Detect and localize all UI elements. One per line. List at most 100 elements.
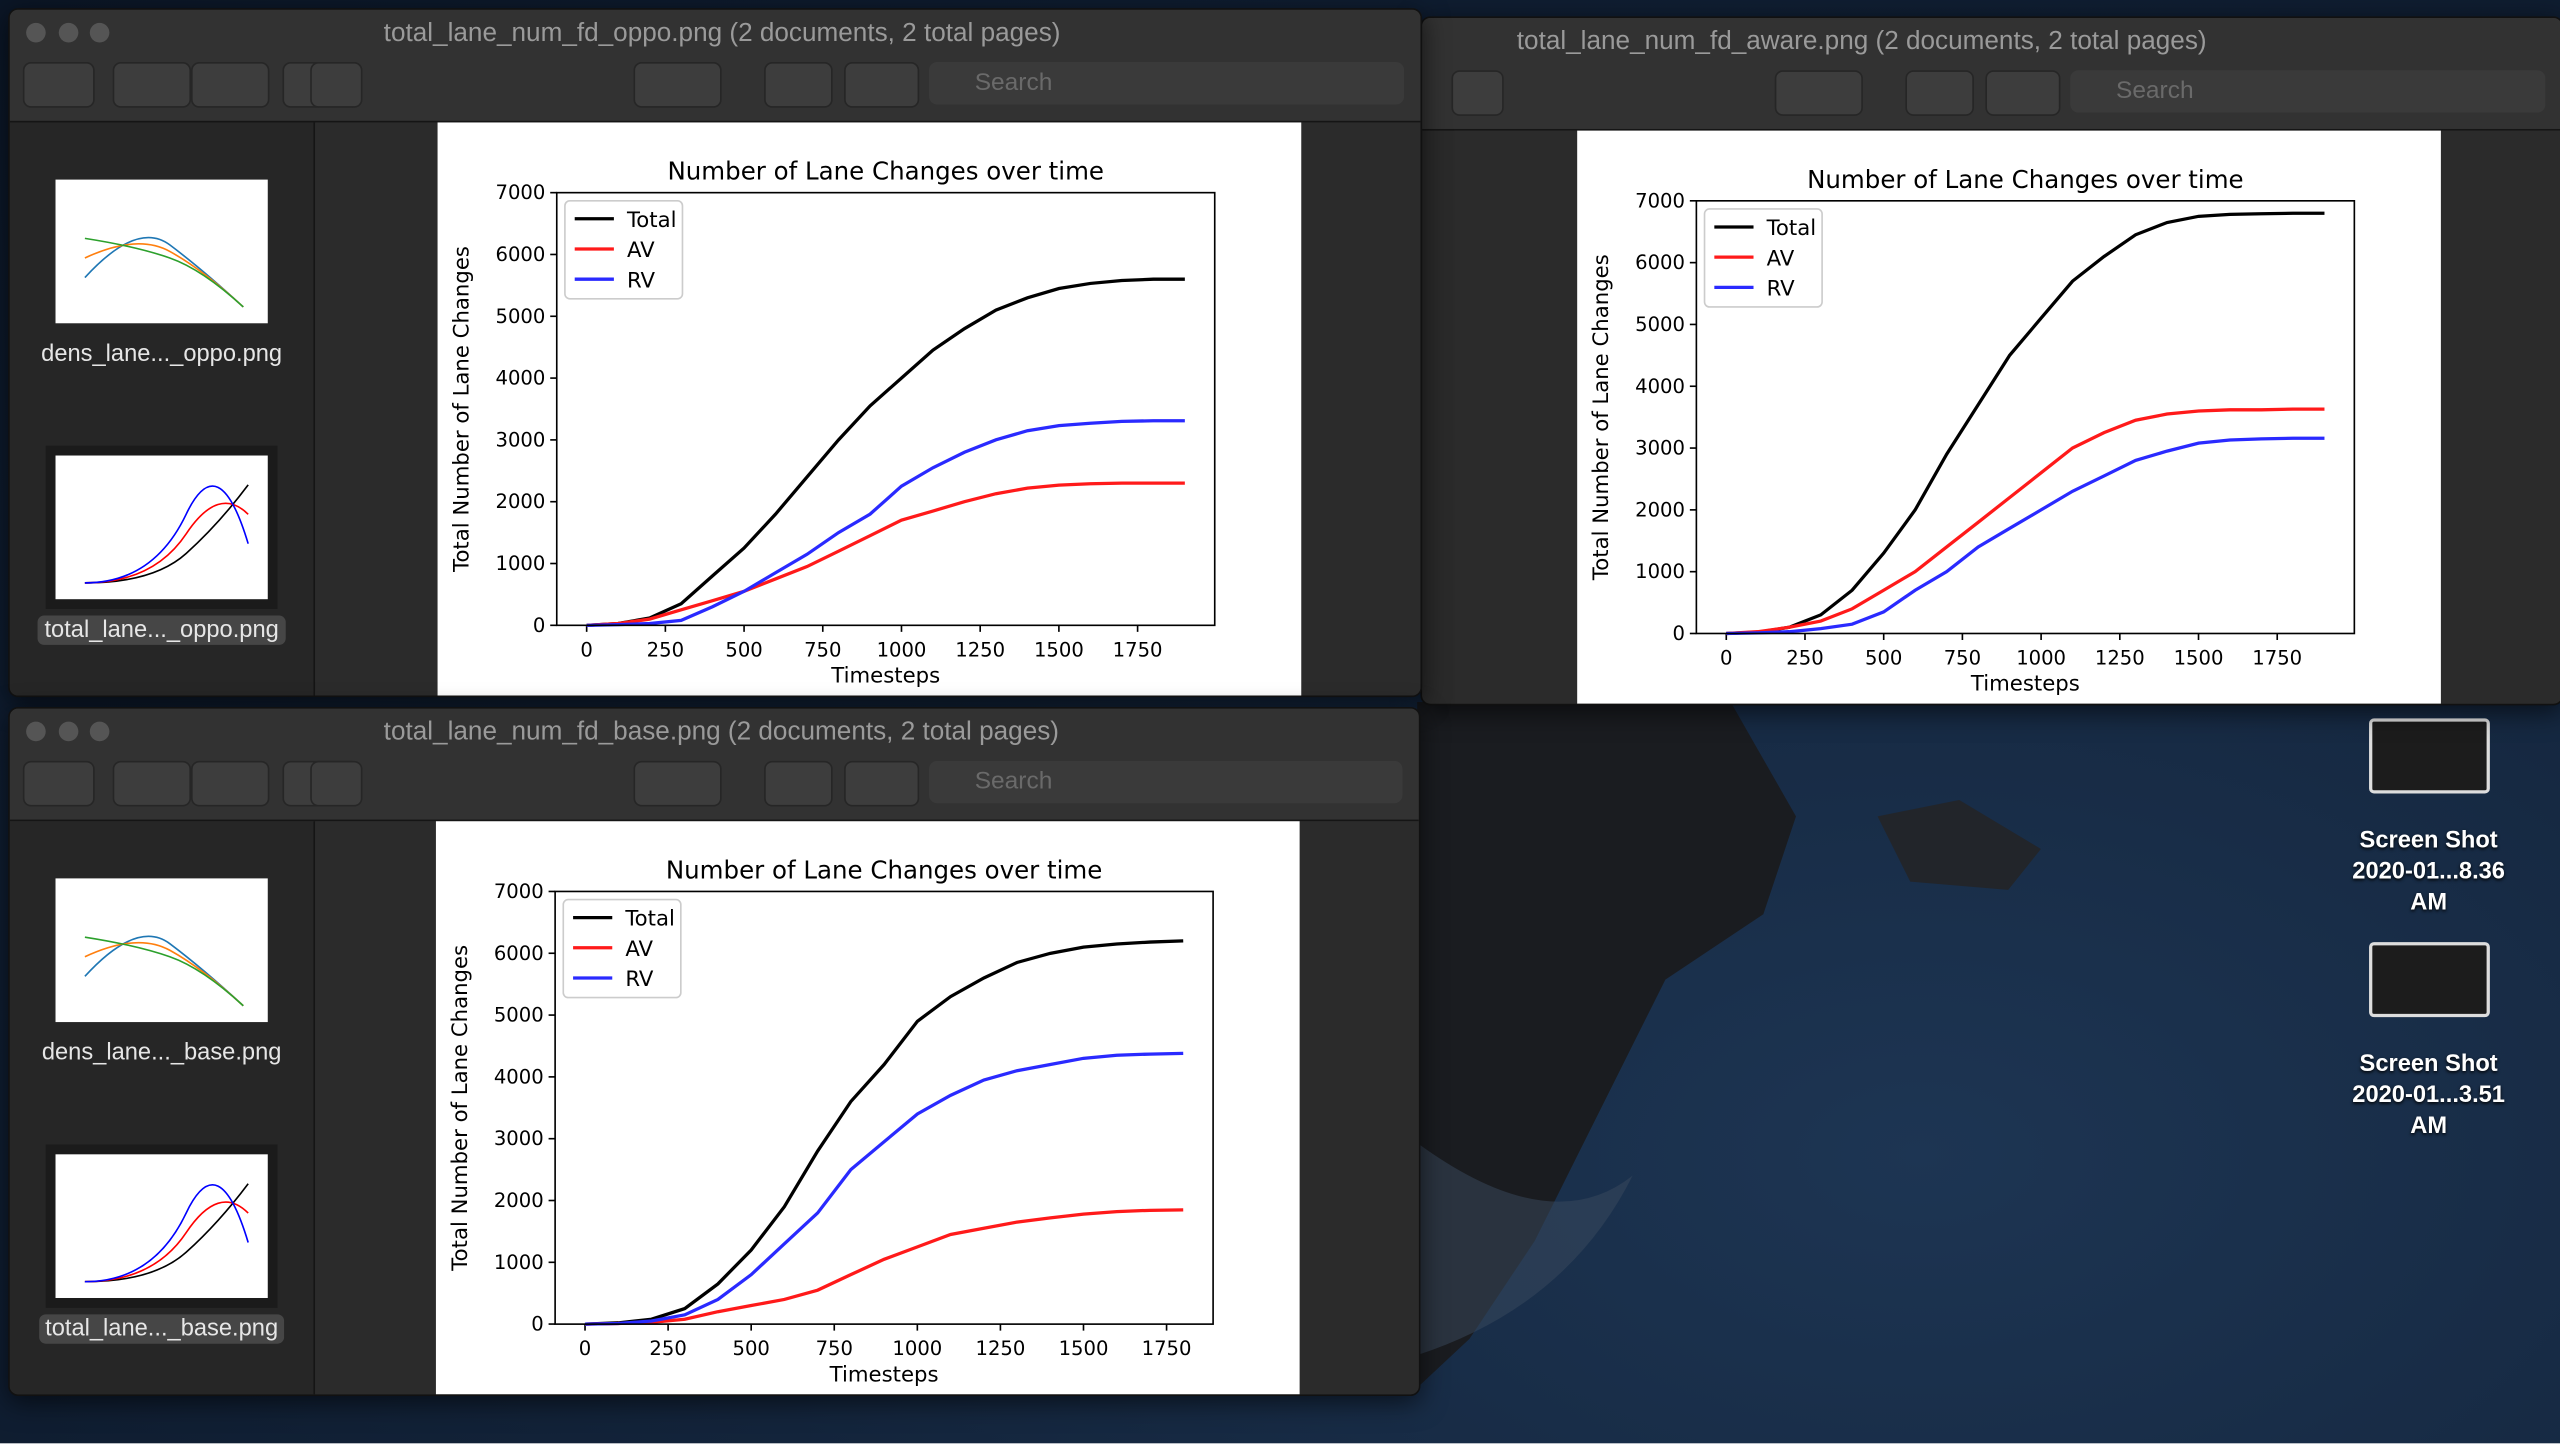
y-tick-label: 1000	[495, 552, 545, 575]
toolbar-button[interactable]	[112, 760, 192, 807]
window-button[interactable]	[26, 22, 46, 43]
toolbar-button[interactable]	[764, 62, 833, 108]
y-tick-label: 4000	[495, 367, 545, 390]
y-tick-label: 7000	[1635, 189, 1685, 212]
thumbnail-curve	[84, 936, 244, 1007]
window-button[interactable]	[26, 721, 46, 742]
x-tick-label: 1500	[2174, 647, 2224, 670]
toolbar-button[interactable]	[310, 760, 363, 807]
label-text: dens_lane..._base.png	[41, 1040, 282, 1067]
thumbnail-curve	[84, 1183, 249, 1283]
x-tick-label: 500	[732, 1337, 769, 1360]
desktop-icon[interactable]: Screen Shot 2020-01...3.51 AM	[2335, 942, 2523, 1143]
y-tick-label: 2000	[1635, 498, 1685, 521]
icon-detail: 2020-01...8.36 AM	[2352, 858, 2505, 916]
y-tick-label: 0	[533, 614, 545, 637]
y-tick-label: 2000	[495, 490, 545, 513]
window-title: total_lane_num_fd_base.png (2 documents,…	[383, 718, 1060, 747]
icon-detail: 2020-01...3.51 AM	[2352, 1082, 2505, 1140]
series-line	[584, 1208, 1184, 1326]
y-tick-label: 3000	[494, 1127, 544, 1150]
x-tick-label: 1250	[955, 638, 1005, 661]
document-view: Number of Lane Changes over time Timestep…	[1454, 130, 2560, 704]
toolbar-button[interactable]	[1774, 70, 1863, 116]
chart-image: Number of Lane Changes over time Timestep…	[437, 122, 1302, 696]
y-tick-label: 6000	[1635, 251, 1685, 274]
search-field[interactable]: Search	[929, 760, 1403, 804]
legend-label: AV	[625, 937, 653, 962]
series-line	[586, 277, 1185, 627]
y-tick-label: 0	[531, 1313, 543, 1336]
toolbar-button[interactable]	[633, 760, 722, 807]
toolbar-button[interactable]	[1451, 70, 1504, 116]
toolbar-button[interactable]	[191, 760, 270, 807]
y-axis-label: Total Number of Lane Changes	[450, 246, 475, 573]
search-field[interactable]: Search	[2070, 70, 2546, 113]
toolbar-button[interactable]	[844, 760, 920, 807]
toolbar-button[interactable]	[633, 62, 722, 108]
toolbar-button[interactable]	[191, 62, 270, 108]
desktop-icon[interactable]: Screen Shot 2020-01...8.36 AM	[2335, 718, 2523, 919]
toolbar-button[interactable]	[112, 62, 192, 108]
x-tick-label: 500	[1865, 647, 1902, 670]
toolbar: total_lane_num_fd_aware.png (2 documents…	[1422, 17, 2560, 131]
chart: Number of Lane Changes over time Timestep…	[448, 855, 1214, 1387]
x-tick-label: 0	[580, 638, 592, 661]
legend-label: RV	[1767, 277, 1796, 302]
thumbnail[interactable]	[55, 1154, 268, 1298]
chart-title: Number of Lane Changes over time	[666, 855, 1103, 884]
toolbar-button[interactable]	[22, 760, 95, 807]
toolbar-button[interactable]	[844, 62, 920, 108]
window-button[interactable]	[89, 22, 110, 43]
toolbar-button[interactable]	[764, 760, 833, 807]
chart-image: Number of Lane Changes over time Timestep…	[435, 821, 1300, 1395]
x-tick-label: 1750	[1142, 1337, 1192, 1360]
x-tick-label: 500	[725, 638, 762, 661]
preview-window: total_lane_num_fd_aware.png (2 documents…	[1420, 16, 2560, 706]
y-tick-label: 7000	[495, 181, 545, 204]
x-tick-label: 250	[1786, 647, 1823, 670]
toolbar: total_lane_num_fd_oppo.png (2 documents,…	[9, 9, 1421, 123]
window-button[interactable]	[89, 721, 110, 742]
legend-label: Total	[1766, 216, 1817, 241]
legend	[564, 200, 684, 300]
chart-image: Number of Lane Changes over time Timestep…	[1577, 130, 2441, 704]
series-line	[584, 939, 1184, 1326]
legend	[1703, 208, 1823, 308]
window-button[interactable]	[58, 22, 79, 43]
thumbnail[interactable]	[55, 179, 268, 324]
toolbar-button[interactable]	[310, 62, 363, 108]
icon-name: Screen Shot	[2359, 827, 2498, 854]
thumbnail[interactable]	[55, 455, 268, 600]
legend-label: RV	[627, 268, 656, 293]
plot-frame	[1695, 200, 2356, 635]
series-line	[1726, 436, 2325, 636]
series-line	[584, 1051, 1184, 1326]
legend-label: AV	[1767, 246, 1795, 271]
y-tick-label: 5000	[495, 305, 545, 328]
x-tick-label: 1250	[2095, 647, 2145, 670]
window-title: total_lane_num_fd_oppo.png (2 documents,…	[383, 19, 1061, 48]
y-axis-label: Total Number of Lane Changes	[1589, 254, 1614, 581]
series-line	[1726, 407, 2325, 636]
window-button[interactable]	[58, 721, 79, 742]
toolbar-button[interactable]	[22, 62, 95, 108]
y-tick-label: 4000	[1635, 375, 1685, 398]
thumbnail-curve	[84, 484, 249, 584]
chart: Number of Lane Changes over time Timestep…	[450, 157, 1216, 688]
thumbnail-plot	[84, 935, 244, 1007]
toolbar-button[interactable]	[1985, 70, 2061, 116]
thumbnail-curve	[84, 243, 244, 308]
y-tick-label: 1000	[1635, 560, 1685, 583]
y-tick-label: 6000	[495, 243, 545, 266]
thumbnail-label: total_lane..._oppo.png	[10, 615, 314, 645]
x-tick-label: 1750	[1113, 638, 1163, 661]
y-tick-label: 1000	[494, 1251, 544, 1274]
search-field[interactable]: Search	[929, 62, 1405, 105]
preview-window: total_lane_num_fd_oppo.png (2 documents,…	[8, 8, 1423, 698]
thumbnail[interactable]	[55, 878, 268, 1023]
toolbar-button[interactable]	[1905, 70, 1974, 116]
series-line	[1726, 211, 2325, 636]
